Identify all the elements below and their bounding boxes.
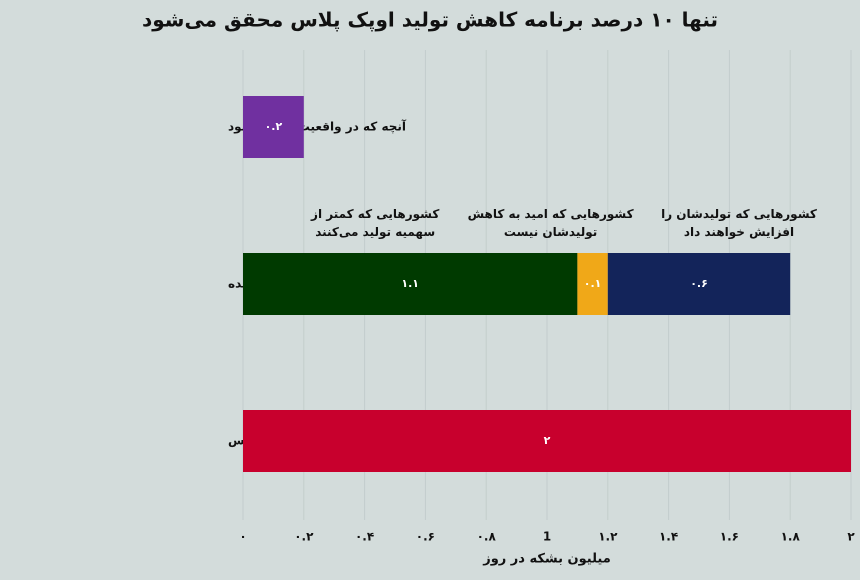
legend-label: کشورهایی که امید به کاهش تولیدشان نیست <box>467 207 634 239</box>
chart-title: تنها ۱۰ درصد برنامه کاهش تولید اوپک پلاس… <box>142 8 718 33</box>
bar-segment <box>243 96 304 158</box>
x-tick-label: ۱.۶ <box>720 530 739 544</box>
bar-segment <box>243 253 578 315</box>
x-tick-label: ۰.۶ <box>416 530 435 544</box>
x-tick-label: ۲ <box>847 530 855 544</box>
x-tick-label: ۱.۲ <box>598 530 618 544</box>
value-label: ۰.۲ <box>265 120 283 133</box>
x-tick-label: ۰.۲ <box>294 530 314 544</box>
x-tick-label: ۱.۸ <box>781 530 801 544</box>
value-label: ۰.۶ <box>690 277 708 290</box>
bar-segment <box>243 410 851 472</box>
x-tick-label: ۰.۴ <box>355 530 374 544</box>
bar-segment <box>577 253 608 315</box>
x-tick-label: ۰.۸ <box>477 530 497 544</box>
legend-label: کشورهایی که کمتر از سهمیه تولید می‌کنند <box>311 207 440 239</box>
x-tick-label: ۱.۴ <box>659 530 678 544</box>
x-axis-label: میلیون بشکه در روز <box>482 552 611 567</box>
bar-segment <box>607 253 791 315</box>
value-label: ۱.۱ <box>401 277 419 290</box>
x-tick-label: 1 <box>543 530 551 544</box>
legend-label: کشورهایی که تولیدشان را افزایش خواهند دا… <box>661 207 817 239</box>
x-tick-label: ۰ <box>239 530 246 544</box>
value-label: ۲ <box>544 434 551 447</box>
value-label: ۰.۱ <box>584 277 602 290</box>
